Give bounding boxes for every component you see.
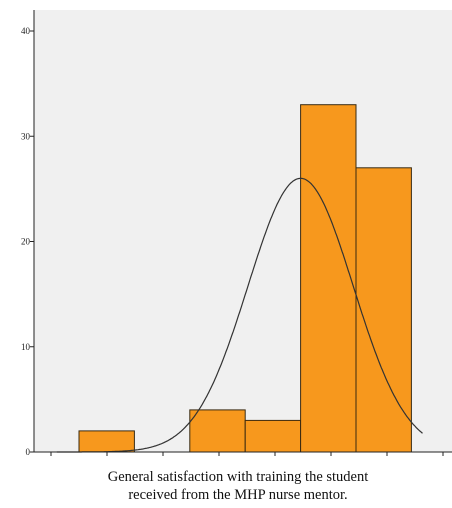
histogram-bar <box>300 104 357 453</box>
histogram-bar <box>78 430 135 453</box>
x-axis-label-line-1: General satisfaction with training the s… <box>108 469 369 485</box>
axes-layer: 0 10 20 30 40 <box>21 10 452 457</box>
y-tick-label: 10 <box>21 342 31 352</box>
normal-curve <box>56 177 423 453</box>
y-tick-label: 40 <box>21 26 31 36</box>
y-tick-label: 30 <box>21 131 31 141</box>
histogram-bar <box>189 409 246 453</box>
histogram-bar <box>244 419 302 453</box>
histogram-bar <box>355 167 412 453</box>
x-axis-label-line-2: received from the MHP nurse mentor. <box>128 487 347 503</box>
bars-layer <box>78 104 412 453</box>
y-tick-label: 20 <box>21 237 31 247</box>
y-tick-label: 0 <box>26 447 31 457</box>
